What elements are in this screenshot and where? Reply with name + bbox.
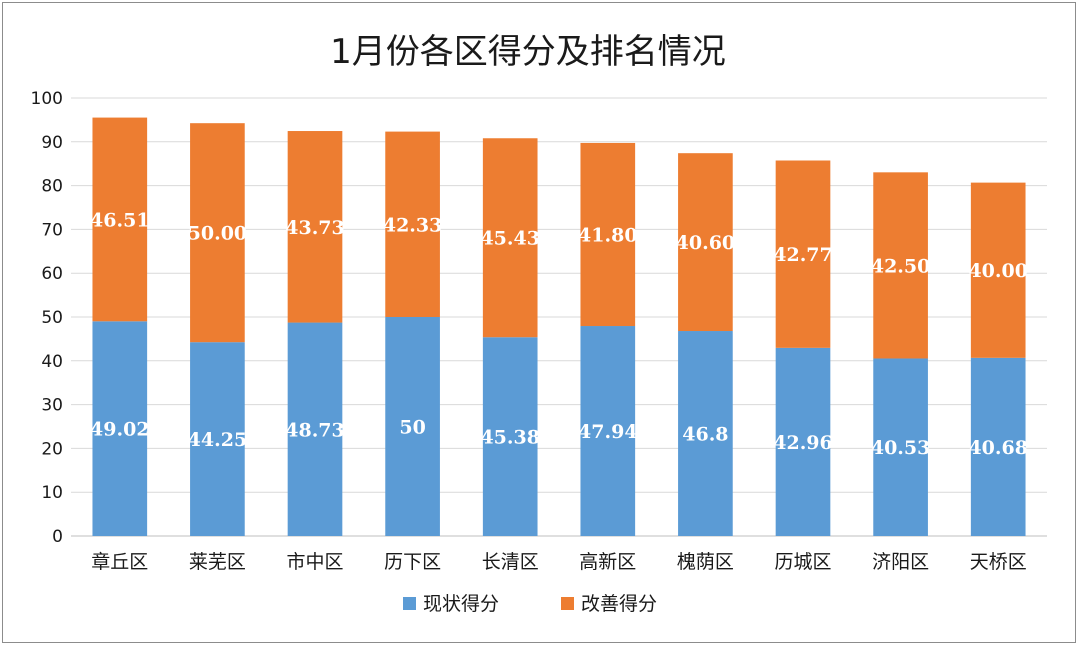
bar-segment-improvement — [580, 142, 636, 327]
bar-segment-improvement — [287, 131, 343, 323]
x-category-label: 济阳区 — [872, 551, 929, 573]
bar-segment-current — [92, 321, 148, 536]
data-label: 40.00 — [968, 260, 1028, 282]
data-label: 50.00 — [188, 223, 248, 245]
legend-label-improvement-score: 改善得分 — [581, 593, 657, 615]
bar-segment-current — [580, 326, 636, 536]
y-tick-label: 30 — [41, 396, 63, 416]
data-label: 45.43 — [480, 228, 540, 250]
data-label: 42.77 — [773, 244, 833, 266]
data-label: 40.53 — [871, 437, 931, 459]
x-category-label: 天桥区 — [970, 551, 1027, 573]
data-label: 43.73 — [285, 217, 345, 239]
bar-segment-current — [190, 342, 245, 536]
bar-segment-improvement — [873, 172, 928, 359]
y-tick-label: 10 — [41, 483, 63, 503]
data-labels: 49.02 46.51 44.25 50.00 48.73 43.73 50 42.33 45.… — [90, 209, 1028, 459]
data-label: 47.94 — [578, 421, 638, 443]
data-label: 48.73 — [285, 419, 345, 441]
stacked-bar-chart: 1月份各区得分及排名情况 0 10 20 30 40 50 60 70 80 90 100 49.0… — [31, 32, 1047, 615]
data-label: 50 — [399, 417, 425, 439]
bar-segment-improvement — [775, 160, 831, 348]
y-tick-label: 70 — [41, 220, 63, 240]
legend-swatch-improvement-score — [561, 597, 574, 610]
y-tick-label: 40 — [41, 352, 63, 372]
y-tick-label: 90 — [41, 133, 63, 153]
data-label: 45.38 — [480, 427, 540, 449]
data-label: 40.60 — [676, 232, 736, 254]
x-category-label: 历城区 — [774, 551, 831, 573]
bar-segment-improvement — [970, 182, 1026, 358]
data-label: 44.25 — [188, 429, 248, 451]
legend-label-current-score: 现状得分 — [423, 593, 499, 615]
bar-segment-improvement — [385, 131, 440, 317]
x-category-label: 槐荫区 — [677, 551, 734, 573]
y-tick-label: 80 — [41, 177, 63, 197]
y-tick-label: 60 — [41, 264, 63, 284]
x-category-label: 高新区 — [579, 551, 636, 573]
y-tick-label: 50 — [41, 308, 63, 328]
y-tick-label: 100 — [31, 89, 63, 109]
bar-segment-current — [482, 337, 538, 536]
bars — [92, 117, 1026, 536]
bar-segment-improvement — [92, 117, 148, 322]
data-label: 42.50 — [871, 255, 931, 277]
legend-swatch-current-score — [403, 597, 416, 610]
x-category-label: 长清区 — [482, 551, 539, 573]
x-category-label: 莱芜区 — [189, 551, 246, 573]
legend: 现状得分 改善得分 — [403, 593, 657, 615]
x-category-label: 章丘区 — [91, 551, 148, 573]
y-tick-label: 20 — [41, 439, 63, 459]
data-label: 40.68 — [968, 437, 1028, 459]
data-label: 41.80 — [578, 224, 638, 246]
bar-segment-improvement — [678, 153, 733, 332]
data-label: 49.02 — [90, 419, 150, 441]
y-tick-label: 0 — [52, 527, 63, 547]
bar-segment-current — [873, 358, 928, 536]
bar-segment-current — [678, 331, 733, 536]
bar-segment-improvement — [482, 138, 538, 338]
data-label: 46.8 — [682, 424, 728, 446]
bar-segment-current — [775, 347, 831, 536]
chart-title: 1月份各区得分及排名情况 — [330, 32, 726, 72]
data-label: 42.33 — [383, 214, 443, 236]
bar-segment-improvement — [190, 123, 245, 343]
data-label: 42.96 — [773, 432, 833, 454]
bar-segment-current — [385, 317, 440, 536]
y-axis-ticks: 0 10 20 30 40 50 60 70 80 90 100 — [31, 89, 63, 547]
bar-segment-current — [970, 357, 1026, 536]
x-category-label: 市中区 — [286, 551, 343, 573]
x-axis-categories: 章丘区 莱芜区 市中区 历下区 长清区 高新区 槐荫区 历城区 济阳区 天桥区 — [91, 551, 1026, 573]
data-label: 46.51 — [90, 209, 150, 231]
x-category-label: 历下区 — [384, 551, 441, 573]
bar-segment-current — [287, 322, 343, 536]
